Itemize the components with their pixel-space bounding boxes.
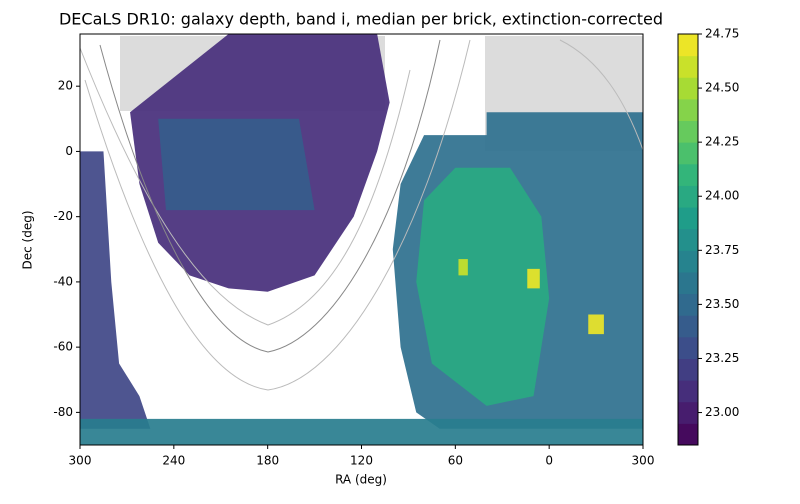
x-tick-label: 120	[350, 454, 373, 468]
y-tick-label: -80	[53, 405, 73, 419]
colorbar-step	[678, 98, 698, 122]
depth-region	[80, 151, 151, 429]
colorbar-step	[678, 271, 698, 295]
colorbar-tick-label: 24.50	[705, 81, 739, 95]
y-axis-label: Dec (deg)	[21, 210, 35, 269]
colorbar-step	[678, 120, 698, 143]
y-tick-label: 0	[65, 144, 73, 158]
depth-region	[158, 118, 315, 211]
colorbar-step	[678, 423, 698, 446]
colorbar-tick-label: 23.75	[705, 243, 739, 257]
x-tick-label: 300	[632, 454, 655, 468]
depth-region	[588, 314, 604, 335]
colorbar-step	[678, 250, 698, 273]
x-tick-label: 0	[545, 454, 553, 468]
chart-title: DECaLS DR10: galaxy depth, band i, media…	[59, 10, 663, 29]
depth-region	[527, 268, 540, 289]
x-tick-label: 240	[162, 454, 185, 468]
colorbar-step	[678, 336, 698, 359]
colorbar-frame	[677, 33, 699, 446]
colorbar-step	[678, 55, 698, 78]
colorbar-step	[678, 77, 698, 100]
colorbar-tick-label: 23.50	[705, 297, 739, 311]
colorbar-step	[678, 34, 698, 57]
y-tick-label: -20	[53, 209, 73, 223]
y-tick-label: -60	[53, 340, 73, 354]
colorbar-step	[678, 142, 698, 165]
reference-curves	[79, 39, 644, 391]
colorbar-step	[678, 293, 698, 316]
colorbar-step	[678, 358, 698, 381]
colorbar-step	[678, 315, 698, 338]
depth-region	[80, 418, 643, 445]
x-axis-label: RA (deg)	[335, 473, 387, 487]
x-tick-label: 60	[448, 454, 463, 468]
colorbar-tick-label: 24.00	[705, 189, 739, 203]
colorbar-step	[678, 228, 698, 251]
colorbar: 23.00 23.25 23.50 23.75 24.00 24.25 24.50 24.75	[677, 27, 739, 446]
colorbar-tick-label: 23.25	[705, 351, 739, 365]
colorbar-step	[678, 401, 698, 424]
colorbar-step	[678, 163, 698, 186]
y-tick-label: -40	[53, 274, 73, 288]
depth-region	[416, 167, 550, 406]
y-tick-label: 20	[58, 79, 73, 93]
colorbar-step	[678, 185, 698, 208]
x-tick-label: 180	[256, 454, 279, 468]
colorbar-tick-label: 23.00	[705, 405, 739, 419]
plot-area	[80, 34, 643, 445]
colorbar-step	[678, 207, 698, 230]
depth-region	[458, 259, 468, 276]
colorbar-step	[678, 380, 698, 403]
x-tick-label: 300	[69, 454, 92, 468]
colorbar-tick-label: 24.25	[705, 135, 739, 149]
colorbar-tick-label: 24.75	[705, 27, 739, 41]
